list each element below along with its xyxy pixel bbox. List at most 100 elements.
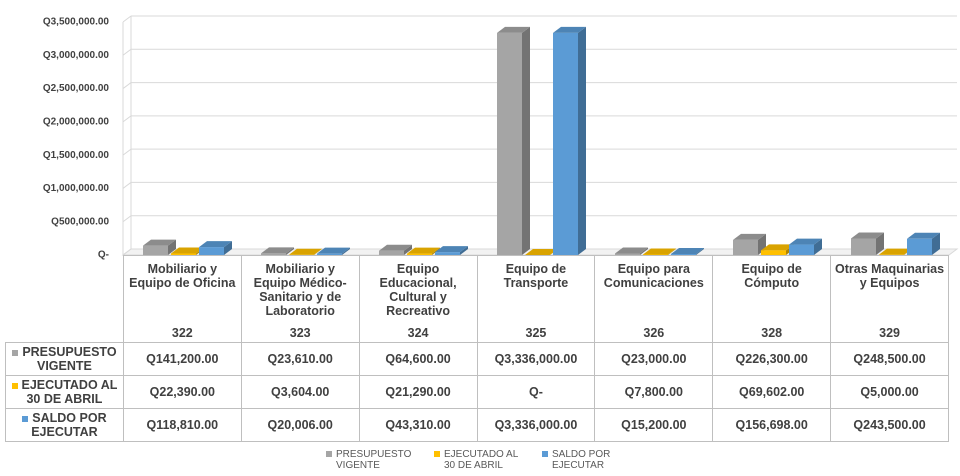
legend-swatch: [326, 451, 332, 457]
category-code: 325: [525, 326, 547, 340]
legend-item: SALDO POR EJECUTAR: [542, 449, 634, 471]
category-label: Mobiliario y Equipo de Oficina: [129, 262, 236, 290]
value-cell: Q64,600.00: [358, 342, 478, 376]
bar-top: [261, 247, 294, 254]
bar: [761, 250, 786, 255]
bar-top: [733, 233, 766, 240]
grid-line-depth: [122, 48, 132, 56]
value-cell: Q3,336,000.00: [476, 342, 596, 376]
value-cell: Q118,810.00: [122, 408, 242, 442]
bar: [615, 253, 640, 255]
bar-top: [497, 26, 530, 33]
legend-swatch: [542, 451, 548, 457]
category-code: 324: [407, 326, 429, 340]
y-tick-label: Q2,500,000.00: [43, 83, 110, 94]
bar-side: [932, 232, 940, 255]
category-cell: Equipo de Cómputo 328: [712, 255, 832, 343]
bar-side: [168, 239, 176, 255]
bar-side: [696, 247, 704, 255]
legend-key: [11, 382, 18, 389]
bar-top: [289, 248, 322, 255]
legend: PRESUPUESTO VIGENTE EJECUTADO AL 30 DE AB…: [0, 449, 960, 471]
bar-side: [342, 247, 350, 255]
value-cell: Q43,310.00: [358, 408, 478, 442]
value-cell: Q5,000.00: [830, 375, 949, 409]
value-cell: Q3,604.00: [240, 375, 360, 409]
value-cell: Q21,290.00: [358, 375, 478, 409]
grid-line-depth: [122, 248, 132, 256]
bar-side: [460, 246, 468, 255]
bar-top: [407, 247, 440, 254]
bar-side: [668, 248, 676, 255]
bar-side: [314, 248, 322, 255]
bar-top: [553, 26, 586, 33]
value-cell: Q23,000.00: [594, 342, 714, 376]
bar-top: [907, 232, 940, 239]
bar: [553, 32, 578, 256]
category-code: 323: [289, 326, 311, 340]
category-cell: Mobiliario y Equipo Médico-Sanitario y d…: [240, 255, 360, 343]
bar: [199, 247, 224, 255]
category-cell: Equipo Educacional, Cultural y Recreativ…: [358, 255, 478, 343]
value-cell: Q3,336,000.00: [476, 408, 596, 442]
series-row: PRESUPUESTO VIGENTE Q141,200.00 Q23,610.00…: [5, 342, 949, 376]
legend-item: PRESUPUESTO VIGENTE: [326, 449, 418, 471]
bar-side: [578, 26, 586, 256]
category-label: Otras Maquinarias y Equipos: [835, 262, 945, 290]
legend-swatch: [434, 451, 440, 457]
bar-top: [317, 247, 350, 254]
series-row: SALDO POR EJECUTAR Q118,810.00 Q20,006.00 Q…: [5, 408, 949, 442]
bar: [789, 244, 814, 255]
category-cell: Equipo para Comunicaciones 326: [594, 255, 714, 343]
value-cell: Q226,300.00: [712, 342, 832, 376]
bar-side: [814, 238, 822, 255]
value-cell: Q20,006.00: [240, 408, 360, 442]
category-code: 328: [761, 326, 783, 340]
bar-top: [879, 248, 912, 255]
series-label: PRESUPUESTO VIGENTE: [22, 345, 117, 373]
data-table: Mobiliario y Equipo de Oficina 322 Mobilia…: [5, 255, 949, 442]
series-label: SALDO POR EJECUTAR: [31, 411, 107, 439]
value-cell: Q69,602.00: [712, 375, 832, 409]
bar: [317, 253, 342, 255]
legend-key: [12, 349, 19, 356]
bar-top: [525, 249, 558, 255]
bar: [497, 32, 522, 256]
value-cell: Q23,610.00: [240, 342, 360, 376]
bar: [143, 245, 168, 255]
bar-top: [789, 238, 822, 245]
category-row: Mobiliario y Equipo de Oficina 322 Mobilia…: [5, 255, 949, 343]
bar: [435, 252, 460, 255]
grid-line-depth: [122, 182, 132, 189]
bar-top: [761, 244, 794, 251]
grid-line-depth: [122, 215, 132, 223]
bar-side: [404, 244, 412, 255]
grid-line-depth: [122, 15, 132, 23]
y-tick-label: Q3,500,000.00: [43, 17, 110, 28]
category-label: Equipo para Comunicaciones: [603, 262, 704, 290]
bar-top: [435, 246, 468, 253]
bar-side: [432, 247, 440, 255]
series-label: EJECUTADO AL 30 DE ABRIL: [21, 378, 118, 406]
y-tick-label: Q1,500,000.00: [43, 150, 110, 161]
bar: [733, 239, 758, 255]
bar: [407, 253, 432, 255]
bar: [643, 254, 668, 255]
category-code: 322: [171, 326, 193, 340]
bar: [907, 238, 932, 255]
value-cell: Q156,698.00: [712, 408, 832, 442]
legend-label: SALDO POR EJECUTAR: [552, 449, 611, 471]
series-row: EJECUTADO AL 30 DE ABRIL Q22,390.00 Q3,604…: [5, 375, 949, 409]
value-cell: Q248,500.00: [830, 342, 949, 376]
value-cell: Q243,500.00: [830, 408, 949, 442]
bar-top: [199, 241, 232, 248]
category-label: Mobiliario y Equipo Médico-Sanitario y d…: [253, 262, 347, 318]
y-tick-label: Q2,000,000.00: [43, 116, 110, 127]
category-cell: Mobiliario y Equipo de Oficina 322: [122, 255, 242, 343]
legend-key: [22, 415, 29, 422]
legend-label: PRESUPUESTO VIGENTE: [336, 449, 412, 471]
bar: [671, 253, 696, 255]
series-label-cell: EJECUTADO AL 30 DE ABRIL: [5, 375, 124, 409]
bar-top: [143, 239, 176, 246]
